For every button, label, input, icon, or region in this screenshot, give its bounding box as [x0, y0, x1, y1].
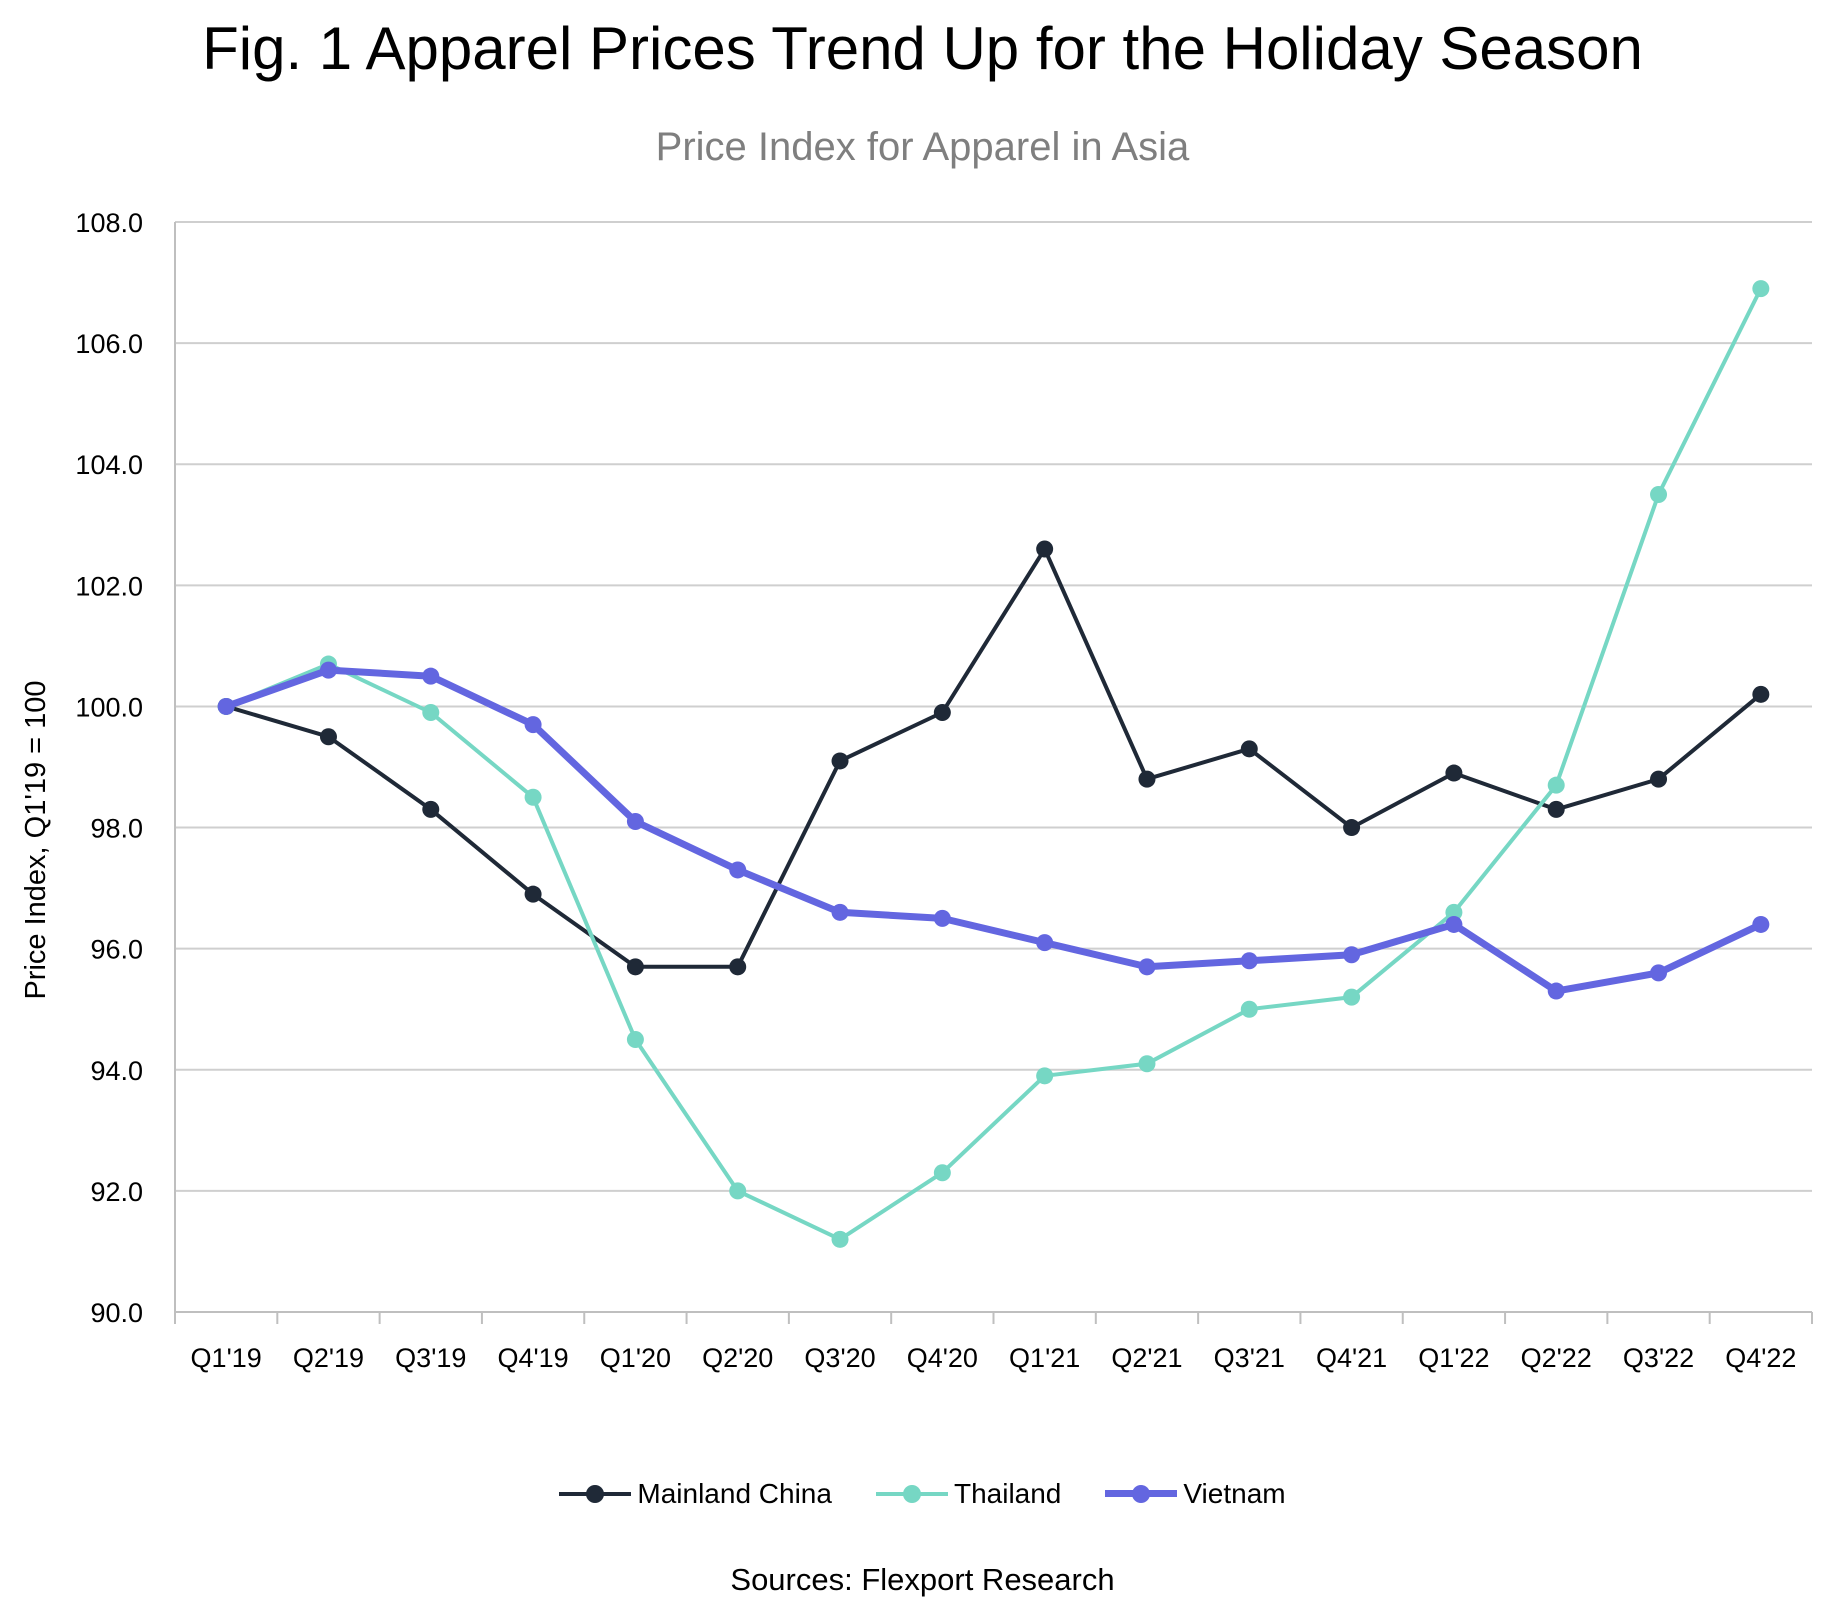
- series-mainland-china: [217, 540, 1770, 976]
- x-tick-label: Q4'20: [907, 1343, 978, 1373]
- legend-swatch: [1105, 1484, 1178, 1504]
- y-tick-label: 106.0: [75, 329, 143, 359]
- data-point: [1138, 1055, 1156, 1073]
- data-point: [319, 728, 337, 746]
- data-point: [319, 661, 337, 679]
- data-point: [626, 813, 644, 830]
- data-point: [1240, 1000, 1258, 1018]
- y-tick-label: 96.0: [90, 935, 143, 965]
- series: [217, 280, 1770, 1248]
- data-point: [422, 667, 440, 685]
- x-tick-label: Q3'19: [395, 1343, 466, 1373]
- legend-label: Mainland China: [637, 1478, 832, 1509]
- data-point: [524, 885, 542, 903]
- series-thailand: [217, 280, 1770, 1248]
- chart-title: Price Index for Apparel in Asia: [655, 125, 1190, 169]
- series-line: [224, 547, 1763, 969]
- data-point: [1240, 740, 1258, 758]
- data-point: [1036, 540, 1054, 558]
- data-point: [1138, 770, 1156, 788]
- data-point: [729, 958, 747, 976]
- data-point: [831, 903, 849, 921]
- y-tick-label: 94.0: [90, 1056, 143, 1086]
- data-point: [1445, 764, 1463, 782]
- legend-label: Vietnam: [1183, 1478, 1286, 1509]
- data-point: [1036, 1067, 1054, 1085]
- gridlines: [175, 221, 1812, 1192]
- data-point: [1240, 952, 1258, 970]
- x-tick-label: Q4'19: [497, 1343, 568, 1373]
- y-tick-label: 100.0: [75, 692, 143, 722]
- data-point: [1650, 486, 1668, 503]
- legend-label: Thailand: [953, 1478, 1062, 1509]
- y-tick-label: 90.0: [90, 1298, 143, 1328]
- x-tick-label: Q3'20: [804, 1343, 875, 1373]
- figure-title: Fig. 1 Apparel Prices Trend Up for the H…: [202, 15, 1643, 82]
- y-tick-label: 102.0: [75, 571, 143, 601]
- legend-item-mainland-china: Mainland China: [559, 1478, 832, 1510]
- data-point: [1445, 915, 1463, 933]
- data-point: [1752, 685, 1770, 703]
- data-point: [1343, 819, 1361, 837]
- data-point: [831, 752, 849, 770]
- x-tick-label: Q2'21: [1111, 1343, 1182, 1373]
- x-tick-label: Q3'21: [1214, 1343, 1285, 1373]
- data-point: [1547, 982, 1565, 1000]
- data-point: [831, 1230, 849, 1248]
- legend-swatch: [559, 1484, 632, 1504]
- x-tick-label: Q1'22: [1418, 1343, 1489, 1373]
- data-point: [1343, 946, 1361, 964]
- x-tick-label: Q2'19: [293, 1343, 364, 1373]
- data-point: [1445, 903, 1463, 921]
- data-point: [626, 1031, 644, 1048]
- x-tick-label: Q1'20: [600, 1343, 671, 1373]
- y-axis-label: Price Index, Q1'19 = 100: [20, 680, 52, 999]
- data-point: [933, 1164, 951, 1182]
- legend-swatch: [875, 1484, 948, 1504]
- x-tick-label: Q4'21: [1316, 1343, 1387, 1373]
- x-tick-label: Q3'22: [1623, 1343, 1694, 1373]
- y-tick-label: 108.0: [75, 208, 143, 238]
- data-point: [422, 704, 440, 721]
- data-point: [1752, 280, 1770, 298]
- y-tick-label: 98.0: [90, 814, 143, 844]
- axes: [174, 222, 1813, 1324]
- data-point: [1036, 934, 1054, 952]
- x-tick-label: Q1'21: [1009, 1343, 1080, 1373]
- legend-item-thailand: Thailand: [875, 1478, 1062, 1510]
- data-point: [1752, 915, 1770, 933]
- data-point: [626, 958, 644, 976]
- data-point: [1650, 964, 1668, 982]
- data-point: [1650, 770, 1668, 788]
- data-point: [933, 909, 951, 927]
- x-axis-ticks: Q1'19 Q2'19 Q3'19 Q4'19 Q1'20 Q2'20 Q3'20 Q4'20…: [191, 1343, 1797, 1373]
- data-point: [1547, 776, 1565, 794]
- data-point: [1547, 800, 1565, 818]
- data-point: [1138, 958, 1156, 976]
- data-point: [524, 716, 542, 734]
- x-tick-label: Q2'22: [1521, 1343, 1592, 1373]
- series-line: [224, 286, 1763, 1242]
- y-tick-label: 104.0: [75, 450, 143, 480]
- data-point: [217, 697, 235, 715]
- x-tick-label: Q1'19: [191, 1343, 262, 1373]
- legend-item-vietnam: Vietnam: [1105, 1478, 1286, 1510]
- data-point: [729, 861, 747, 879]
- x-tick-label: Q4'22: [1725, 1343, 1796, 1373]
- data-point: [1343, 988, 1361, 1006]
- y-tick-label: 92.0: [90, 1177, 143, 1207]
- legend: Mainland China Thailand Vietnam: [0, 1478, 1845, 1510]
- x-tick-label: Q2'20: [702, 1343, 773, 1373]
- data-point: [729, 1182, 747, 1200]
- y-axis-ticks: 90.0 92.0 94.0 96.0 98.0 100.0 102.0 104.0 106.0…: [75, 208, 143, 1328]
- series-vietnam: [217, 661, 1770, 1000]
- data-point: [422, 800, 440, 818]
- data-point: [524, 788, 542, 806]
- source-note: Sources: Flexport Research: [730, 1562, 1115, 1597]
- data-point: [933, 704, 951, 721]
- series-line: [222, 666, 1765, 995]
